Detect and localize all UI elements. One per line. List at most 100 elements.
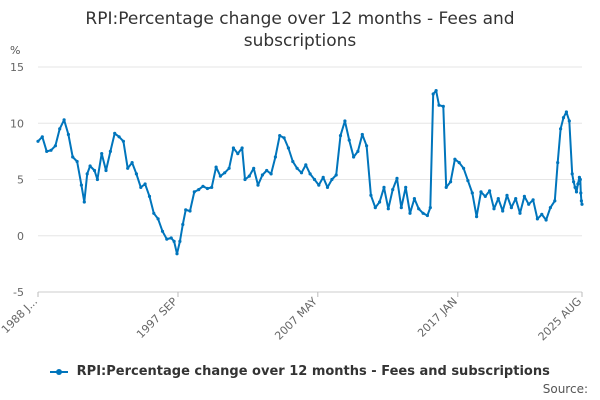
data-point (330, 177, 334, 182)
y-tick-label: 15 (10, 61, 24, 74)
data-point (295, 166, 299, 170)
legend[interactable]: RPI:Percentage change over 12 months - F… (0, 364, 600, 379)
data-point (121, 139, 125, 143)
data-point (240, 146, 244, 150)
y-axis: -5 0 5 10 15 (10, 61, 24, 299)
data-point (152, 211, 156, 215)
data-point (421, 211, 425, 215)
data-point (299, 171, 304, 175)
data-point (369, 193, 373, 197)
data-point (36, 139, 40, 143)
data-point (527, 202, 531, 206)
data-point (576, 182, 580, 186)
data-point (317, 183, 321, 187)
data-point (178, 239, 182, 243)
data-point (197, 188, 201, 192)
chart-title-line-1: RPI:Percentage change over 12 months - F… (85, 9, 515, 29)
data-point (256, 183, 260, 187)
data-point (373, 206, 377, 210)
data-point (134, 172, 138, 176)
data-point (475, 215, 479, 219)
chart-title-line-2: subscriptions (243, 31, 357, 51)
data-point (49, 148, 53, 152)
data-point (573, 185, 577, 189)
data-point (531, 198, 535, 202)
data-point (548, 206, 553, 210)
data-point (356, 149, 360, 153)
data-point (408, 211, 412, 215)
data-point (570, 172, 574, 176)
data-point (453, 157, 457, 161)
data-point (58, 127, 62, 131)
legend-line-marker-icon (50, 368, 69, 376)
data-point (223, 171, 227, 175)
data-point (291, 159, 295, 164)
data-point (553, 199, 557, 203)
data-point (62, 118, 66, 122)
data-point (192, 190, 196, 194)
data-point (544, 218, 548, 222)
data-point (501, 209, 505, 213)
data-point (564, 110, 569, 114)
data-point (561, 116, 566, 120)
data-point (181, 222, 185, 227)
data-point (518, 211, 522, 215)
data-point (522, 194, 527, 198)
data-point (509, 206, 513, 210)
data-point (431, 92, 435, 96)
data-point (321, 175, 325, 179)
source-label: Source: (542, 382, 588, 396)
data-point (425, 213, 429, 218)
data-point (188, 209, 192, 213)
data-point (273, 155, 277, 159)
y-axis-unit-label: % (10, 44, 21, 57)
data-point (496, 197, 500, 201)
x-tick-label: 1997 SEP (134, 295, 180, 341)
data-point (391, 188, 395, 192)
data-point (579, 191, 583, 195)
data-point (92, 168, 97, 173)
data-point (428, 206, 432, 210)
data-point (334, 173, 338, 177)
data-point (210, 185, 214, 189)
data-point (462, 166, 466, 170)
data-point (53, 144, 58, 148)
data-point (395, 176, 399, 180)
data-point (147, 194, 152, 198)
chart-title: RPI:Percentage change over 12 months - F… (0, 8, 600, 52)
data-point (365, 144, 369, 148)
data-point (214, 165, 218, 169)
data-point (338, 134, 343, 138)
data-point (40, 135, 44, 139)
data-point (79, 183, 83, 187)
data-point (567, 119, 571, 123)
data-point (126, 166, 130, 170)
data-point (104, 168, 108, 173)
data-point (252, 166, 256, 170)
data-point (95, 177, 99, 182)
data-point (437, 103, 441, 107)
data-point (130, 161, 134, 165)
x-tick-label: 2025 AUG (536, 295, 585, 344)
data-point (201, 184, 205, 188)
data-point (282, 136, 286, 140)
data-point (312, 177, 317, 182)
data-point (88, 164, 92, 168)
data-point (457, 161, 461, 165)
data-point (386, 207, 390, 211)
data-point (540, 212, 544, 216)
data-point (404, 185, 408, 189)
data-point (139, 185, 143, 189)
data-point (347, 138, 351, 142)
data-point (205, 186, 209, 191)
data-point (304, 163, 308, 167)
data-point (505, 193, 509, 197)
data-point (483, 194, 487, 198)
data-point (360, 132, 364, 137)
data-point (160, 229, 165, 233)
data-point (556, 161, 560, 165)
data-point (343, 119, 347, 123)
x-tick-label: 1988 J... (0, 295, 40, 336)
data-point (82, 200, 86, 204)
